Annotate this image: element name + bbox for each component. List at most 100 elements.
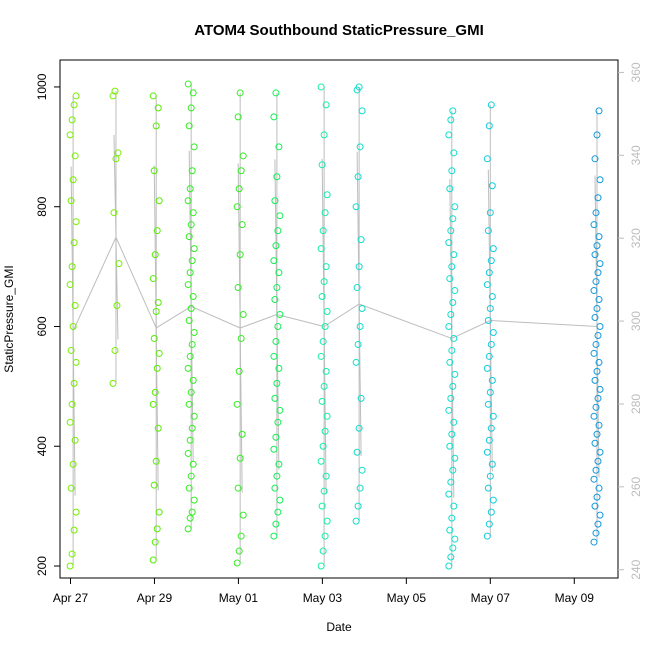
data-point <box>590 221 598 229</box>
data-point <box>273 173 281 181</box>
data-point <box>153 525 161 533</box>
data-point <box>270 532 278 540</box>
data-point <box>322 472 330 480</box>
data-point <box>271 394 279 402</box>
data-point <box>594 331 602 339</box>
data-point <box>154 104 162 112</box>
data-point <box>317 83 325 91</box>
data-point <box>487 257 495 265</box>
data-point <box>354 173 362 181</box>
data-point <box>449 299 457 307</box>
data-point <box>238 430 246 438</box>
data-point <box>488 460 496 468</box>
x-tick-label: Apr 27 <box>53 591 89 605</box>
data-point <box>483 155 491 163</box>
data-point <box>152 308 160 316</box>
data-point <box>446 185 454 193</box>
data-point <box>322 367 330 375</box>
x-tick-label: May 09 <box>555 591 595 605</box>
data-point <box>357 394 365 402</box>
data-point <box>184 281 192 289</box>
data-point <box>187 472 195 480</box>
data-point <box>320 131 328 139</box>
data-point <box>188 508 196 516</box>
connector-trace <box>239 314 278 329</box>
data-point <box>592 209 600 217</box>
data-point <box>451 287 459 295</box>
connector-trace <box>490 319 598 327</box>
data-point <box>272 89 280 97</box>
data-point <box>594 269 602 277</box>
data-point <box>233 203 241 211</box>
data-point <box>186 269 194 277</box>
data-point <box>272 520 280 528</box>
data-point <box>321 209 329 217</box>
data-point <box>355 263 363 271</box>
data-point <box>596 385 604 393</box>
data-point <box>184 525 192 533</box>
right-tick-label: 360 <box>629 62 643 82</box>
data-point <box>70 239 78 247</box>
data-point <box>451 535 459 543</box>
data-point <box>450 502 458 510</box>
data-point <box>150 334 158 342</box>
data-point <box>447 394 455 402</box>
data-point <box>152 122 160 130</box>
data-point <box>188 257 196 265</box>
data-point <box>150 481 158 489</box>
data-point <box>111 346 119 354</box>
data-point <box>318 161 326 169</box>
data-point <box>447 311 455 319</box>
data-point <box>352 203 360 211</box>
y-tick-label: 1000 <box>35 73 49 100</box>
data-point <box>66 418 74 426</box>
data-point <box>187 388 195 396</box>
data-point <box>233 559 241 567</box>
data-point <box>187 305 195 313</box>
data-point <box>322 101 330 109</box>
data-point <box>592 466 600 474</box>
data-point <box>185 484 193 492</box>
data-point <box>273 379 281 387</box>
data-point <box>593 493 601 501</box>
x-axis: Apr 27 Apr 29 May 01 May 03 May 05 May 07 May … <box>53 578 594 605</box>
data-point <box>319 442 327 450</box>
data-point <box>593 305 601 313</box>
data-point <box>151 538 159 546</box>
data-point <box>187 221 195 229</box>
data-point <box>190 245 198 253</box>
data-point <box>485 436 493 444</box>
data-point <box>67 197 75 205</box>
data-point <box>489 496 497 504</box>
data-point <box>186 185 194 193</box>
data-point <box>152 457 160 465</box>
data-point <box>357 236 365 244</box>
data-point <box>69 460 77 468</box>
data-point <box>445 490 453 498</box>
data-point <box>484 227 492 235</box>
data-point <box>276 212 284 220</box>
data-point <box>592 278 600 286</box>
data-point <box>323 412 331 420</box>
data-point <box>354 340 362 348</box>
data-point <box>155 508 163 516</box>
data-point <box>275 364 283 372</box>
data-point <box>154 424 162 432</box>
data-point <box>445 406 453 414</box>
data-point <box>446 275 454 283</box>
data-point <box>185 400 193 408</box>
data-point <box>594 394 602 402</box>
data-point <box>447 553 455 561</box>
data-point <box>449 466 457 474</box>
data-point <box>321 427 329 435</box>
data-point <box>67 484 75 492</box>
right-tick-label: 280 <box>629 394 643 414</box>
right-tick-label: 300 <box>629 311 643 331</box>
data-point <box>72 358 80 366</box>
data-point <box>451 203 459 211</box>
data-point <box>596 176 604 184</box>
plot-frame <box>59 59 619 579</box>
data-point <box>447 478 455 486</box>
data-point <box>484 316 492 324</box>
data-point <box>112 155 120 163</box>
